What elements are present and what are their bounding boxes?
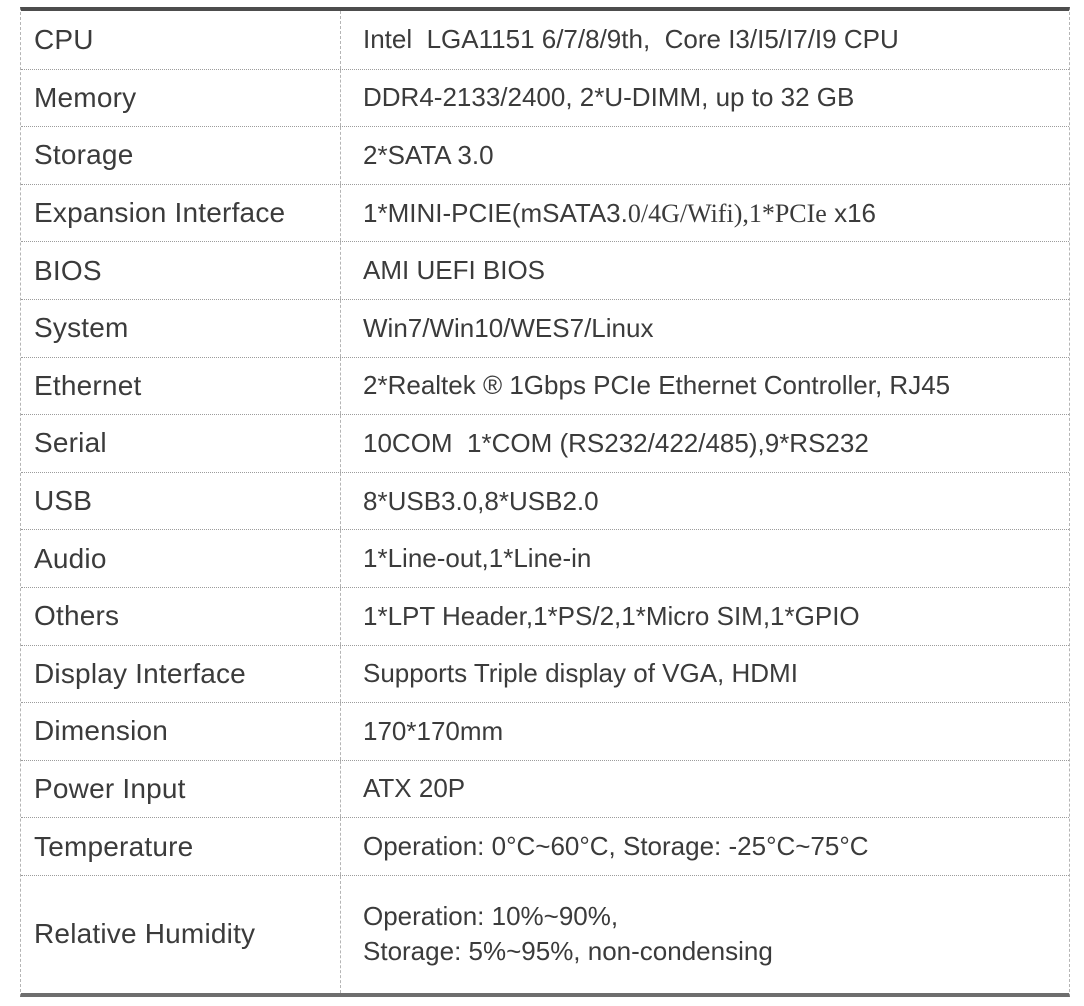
spec-row: CPU Intel LGA1151 6/7/8/9th, Core I3/I5/I… [21,11,1069,69]
spec-value: ATX 20P [363,773,466,804]
spec-value: Supports Triple display of VGA, HDMI [363,658,798,689]
spec-row: Memory DDR4-2133/2400, 2*U-DIMM, up to 32… [21,68,1069,127]
spec-row: Relative Humidity Operation: 10%~90%, Sto… [21,874,1069,993]
spec-label: CPU [21,11,341,69]
spec-value-part: 1*MINI-PCIE(mSATA3. [363,197,628,228]
spec-row: USB 8*USB3.0,8*USB2.0 [21,471,1069,530]
spec-label: Power Input [21,760,341,818]
spec-value: Operation: 10%~90%, Storage: 5%~95%, non… [363,901,773,967]
spec-value: 1*MINI-PCIE(mSATA3. 0/4G/Wifi),1*PCIe x16 [341,185,1069,242]
spec-value: 8*USB3.0,8*USB2.0 [363,485,599,516]
spec-value: 2*Realtek ® 1Gbps PCIe Ethernet Controll… [363,370,951,401]
spec-row: Temperature Operation: 0°C~60°C, Storage:… [21,817,1069,875]
spec-row: Audio 1*Line-out,1*Line-in [21,529,1069,587]
spec-row: Expansion Interface 1*MINI-PCIE(mSATA3. 0/… [21,183,1069,242]
spec-value-part: x16 [826,197,877,228]
spec-row: Ethernet 2*Realtek ® 1Gbps PCIe Ethernet … [21,356,1069,415]
spec-label: System [21,299,341,357]
spec-value: Win7/Win10/WES7/Linux [363,312,654,343]
spec-label: Dimension [21,703,341,760]
spec-row: Display Interface Supports Triple display… [21,644,1069,703]
spec-label: Expansion Interface [21,184,341,242]
spec-row: Storage 2*SATA 3.0 [21,126,1069,184]
spec-label: Audio [21,530,341,587]
spec-value: 10COM 1*COM (RS232/422/485),9*RS232 [363,427,869,458]
spec-label: Relative Humidity [21,875,341,993]
spec-label: Temperature [21,818,341,875]
spec-value: AMI UEFI BIOS [363,255,546,286]
spec-value: 2*SATA 3.0 [363,139,494,170]
spec-label: Storage [21,127,341,184]
spec-row: Power Input ATX 20P [21,759,1069,818]
spec-value: 1*LPT Header,1*PS/2,1*Micro SIM,1*GPIO [363,600,860,631]
spec-label: Serial [21,415,341,472]
spec-label: Ethernet [21,357,341,415]
spec-row: System Win7/Win10/WES7/Linux [21,298,1069,357]
spec-label: Others [21,587,341,645]
spec-label: Memory [21,69,341,127]
spec-label: Display Interface [21,645,341,703]
spec-row: BIOS AMI UEFI BIOS [21,241,1069,299]
spec-value: Operation: 0°C~60°C, Storage: -25°C~75°C [363,831,869,862]
spec-value: 170*170mm [363,715,504,746]
spec-row: Dimension 170*170mm [21,702,1069,760]
spec-row: Serial 10COM 1*COM (RS232/422/485),9*RS23… [21,414,1069,472]
spec-label: BIOS [21,242,341,299]
spec-value: DDR4-2133/2400, 2*U-DIMM, up to 32 GB [363,82,855,113]
spec-label: USB [21,472,341,530]
spec-table: CPU Intel LGA1151 6/7/8/9th, Core I3/I5/I… [20,7,1070,997]
spec-row: Others 1*LPT Header,1*PS/2,1*Micro SIM,1*… [21,586,1069,645]
spec-value-part: 0/4G/Wifi),1*PCIe [627,198,827,228]
spec-value: 1*Line-out,1*Line-in [363,543,592,574]
spec-value: Intel LGA1151 6/7/8/9th, Core I3/I5/I7/I… [363,24,899,55]
